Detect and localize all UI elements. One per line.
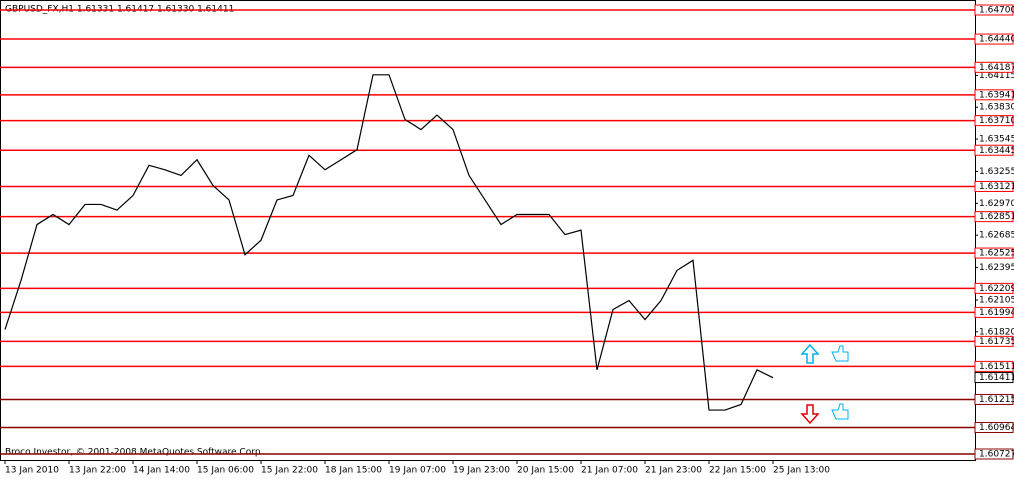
x-tick-label: 19 Jan 23:00 xyxy=(453,466,510,476)
x-tick-label: 13 Jan 22:00 xyxy=(69,466,126,476)
sell-signal xyxy=(800,403,849,425)
x-tick-label: 15 Jan 06:00 xyxy=(197,466,254,476)
level-label-box xyxy=(974,247,1014,259)
last-price-label: 1.61411 xyxy=(979,373,1014,383)
level-label-box xyxy=(974,282,1014,294)
level-label: 1.62851 xyxy=(979,212,1014,222)
level-label: 1.63121 xyxy=(979,182,1014,192)
level-label-box xyxy=(974,4,1014,16)
level-label-box xyxy=(974,335,1014,347)
x-tick-label: 21 Jan 23:00 xyxy=(645,466,702,476)
y-tick-label: 1.62970 xyxy=(979,199,1014,209)
level-label-box xyxy=(974,448,1014,460)
x-tick-label: 14 Jan 14:00 xyxy=(133,466,190,476)
y-tick-label: 1.61820 xyxy=(979,327,1014,337)
level-label-box xyxy=(974,360,1014,372)
level-label: 1.61215 xyxy=(979,395,1014,405)
level-label: 1.60727 xyxy=(979,450,1014,460)
y-tick-label: 1.63545 xyxy=(979,135,1014,145)
y-tick-label: 1.62395 xyxy=(979,263,1014,273)
level-label-box xyxy=(974,33,1014,45)
y-tick-label: 1.63830 xyxy=(979,103,1014,113)
copyright: Broco Investor, © 2001-2008 MetaQuotes S… xyxy=(5,448,264,458)
x-tick-label: 20 Jan 15:00 xyxy=(517,466,574,476)
x-tick-label: 13 Jan 2010 xyxy=(5,466,59,476)
level-label-box xyxy=(974,144,1014,156)
level-label: 1.63710 xyxy=(979,116,1014,126)
level-label: 1.62525 xyxy=(979,249,1014,259)
x-tick-label: 21 Jan 07:00 xyxy=(581,466,638,476)
level-label-box xyxy=(974,115,1014,127)
y-tick-label: 1.63255 xyxy=(979,167,1014,177)
level-label: 1.64187 xyxy=(979,63,1014,73)
y-tick-label: 1.62685 xyxy=(979,231,1014,241)
x-tick-label: 25 Jan 13:00 xyxy=(773,466,830,476)
level-label: 1.61735 xyxy=(979,337,1014,347)
y-tick-label: 1.62105 xyxy=(979,296,1014,306)
price-line xyxy=(4,74,774,411)
level-label-box xyxy=(974,89,1014,101)
level-label: 1.61511 xyxy=(979,362,1014,372)
last-price-box xyxy=(974,372,1014,384)
level-label-box xyxy=(974,61,1014,73)
x-tick-label: 22 Jan 15:00 xyxy=(709,466,766,476)
level-label: 1.64700 xyxy=(979,6,1014,16)
x-tick-label: 18 Jan 15:00 xyxy=(325,466,382,476)
plot-frame xyxy=(0,0,976,461)
level-label: 1.62209 xyxy=(979,284,1014,294)
level-label: 1.63445 xyxy=(979,146,1014,156)
level-label-box xyxy=(974,211,1014,223)
level-label-box xyxy=(974,180,1014,192)
level-label-box xyxy=(974,422,1014,434)
level-label: 1.60964 xyxy=(979,423,1014,433)
buy-signal xyxy=(800,343,849,364)
level-label: 1.64440 xyxy=(979,35,1014,45)
level-label-box xyxy=(974,306,1014,318)
level-label: 1.63941 xyxy=(979,90,1014,100)
level-label-box xyxy=(974,393,1014,405)
x-tick-label: 19 Jan 07:00 xyxy=(389,466,446,476)
y-tick-label: 1.64115 xyxy=(979,71,1014,81)
x-tick-label: 15 Jan 22:00 xyxy=(261,466,318,476)
level-label: 1.61994 xyxy=(979,308,1014,318)
